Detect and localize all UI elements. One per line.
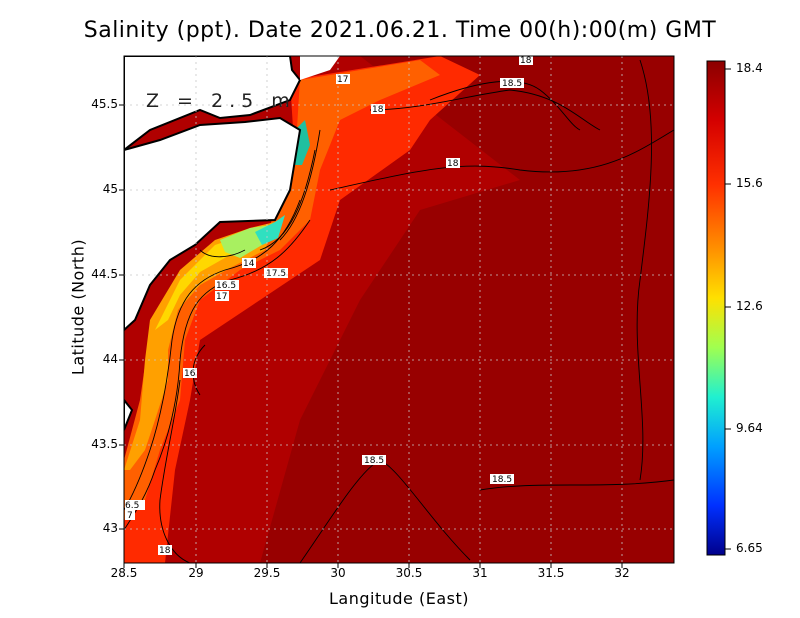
y-tick: 43 bbox=[102, 521, 118, 535]
contour-label: 18 bbox=[372, 105, 384, 115]
x-tick: 28.5 bbox=[110, 566, 138, 580]
plot-frame bbox=[123, 55, 675, 564]
contour-label: 18 bbox=[159, 546, 171, 556]
contour-label: 7 bbox=[127, 511, 133, 521]
x-tick: 30.5 bbox=[395, 566, 423, 580]
y-tick: 45.5 bbox=[91, 97, 118, 111]
land-coast bbox=[124, 116, 302, 332]
contour-lines bbox=[124, 59, 674, 563]
y-tick: 45 bbox=[102, 182, 118, 196]
colorbar-tick: 15.6 bbox=[736, 176, 763, 190]
y-tick: 43.5 bbox=[91, 437, 118, 451]
map-title: Salinity (ppt). Date 2021.06.21. Time 00… bbox=[83, 18, 717, 43]
depth-label: Z = 2.5 m bbox=[146, 90, 296, 112]
contour-label: 17.5 bbox=[266, 269, 286, 279]
contour-label: 18 bbox=[520, 56, 532, 66]
y-tick: 44 bbox=[102, 352, 118, 366]
x-tick: 31.5 bbox=[537, 566, 565, 580]
colorbar-tick: 12.6 bbox=[736, 299, 763, 313]
contour-label: 17 bbox=[216, 292, 227, 302]
x-axis-label: Langitude (East) bbox=[329, 589, 469, 608]
colorbar-tick: 9.64 bbox=[736, 421, 763, 435]
land-north bbox=[124, 56, 302, 152]
grid-lines bbox=[124, 56, 674, 563]
colorbar-tick: 18.4 bbox=[736, 61, 763, 75]
x-tick: 30 bbox=[330, 566, 346, 580]
x-tick: 29.5 bbox=[253, 566, 281, 580]
contour-labels: 18 17 18.5 18 18 14 17.5 16.5 17 16 6.5 … bbox=[125, 56, 533, 556]
x-tick: 32 bbox=[614, 566, 630, 580]
colorbar-ticks bbox=[725, 68, 731, 550]
contour-label: 16 bbox=[184, 369, 196, 379]
contour-label: 18.5 bbox=[492, 475, 512, 485]
land-south bbox=[124, 398, 134, 431]
contour-label: 17 bbox=[337, 75, 348, 85]
contour-label: 18.5 bbox=[502, 79, 522, 89]
x-tick: 31 bbox=[472, 566, 488, 580]
colorbar-tick: 6.65 bbox=[736, 541, 763, 555]
coastal-water-yellow bbox=[155, 235, 245, 330]
low-salinity-cyan bbox=[255, 215, 285, 245]
colorbar bbox=[706, 60, 726, 556]
contour-label: 18.5 bbox=[364, 456, 384, 466]
y-tick: 44.5 bbox=[91, 267, 118, 281]
x-tick: 29 bbox=[188, 566, 204, 580]
contour-label: 16.5 bbox=[216, 281, 236, 291]
open-sea-region bbox=[260, 56, 674, 563]
contour-label: 14 bbox=[243, 259, 255, 269]
land-northeast bbox=[300, 56, 340, 80]
y-axis-label: Latitude (North) bbox=[68, 238, 88, 376]
contour-label: 6.5 bbox=[125, 501, 139, 511]
axis-ticks bbox=[119, 104, 623, 568]
contour-label: 18 bbox=[447, 159, 459, 169]
